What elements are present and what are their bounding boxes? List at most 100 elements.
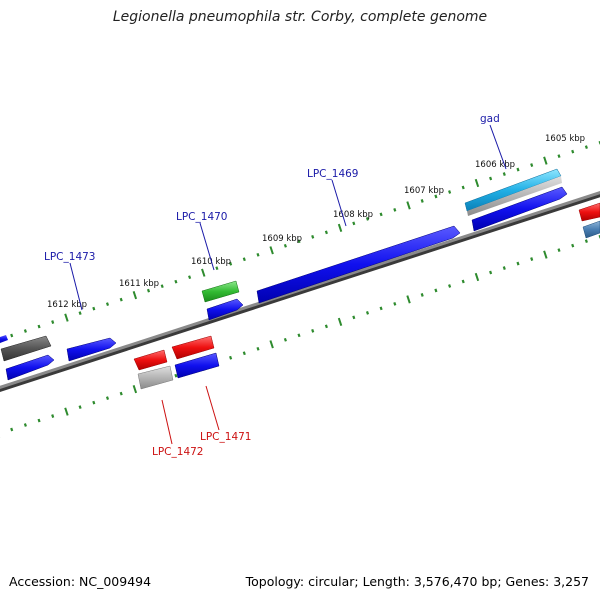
- gene-forward-blue[interactable]: [206, 298, 244, 321]
- leader-line: [489, 124, 507, 170]
- minor-tick: [584, 145, 588, 149]
- minor-tick: [448, 284, 452, 288]
- minor-tick: [311, 234, 315, 239]
- minor-tick: [393, 208, 397, 212]
- minor-tick: [571, 149, 575, 154]
- minor-tick: [489, 176, 493, 181]
- scale-label: 1609 kbp: [262, 234, 302, 244]
- gene-reverse-steel[interactable]: [582, 220, 600, 239]
- minor-tick: [502, 172, 506, 176]
- gene-LPC_1471[interactable]: [171, 335, 215, 360]
- gene-forward-blue[interactable]: [471, 186, 568, 232]
- major-tick: [543, 156, 548, 165]
- minor-tick: [283, 337, 287, 342]
- minor-tick: [530, 257, 534, 261]
- gene-LPC_1473[interactable]: [66, 337, 117, 362]
- major-tick: [543, 250, 548, 259]
- scale-label: 1611 kbp: [119, 279, 159, 289]
- minor-tick: [37, 324, 41, 329]
- minor-tick: [92, 400, 96, 405]
- minor-tick: [516, 261, 520, 266]
- gene-label-LPC_1473: LPC_1473: [44, 251, 96, 263]
- minor-tick: [78, 405, 82, 409]
- major-tick: [64, 313, 69, 322]
- scale-label: 1607 kbp: [404, 186, 444, 196]
- gene-reverse-blue[interactable]: [174, 352, 220, 379]
- scale-label: 1608 kbp: [333, 210, 373, 220]
- minor-tick: [283, 243, 287, 248]
- minor-tick: [256, 252, 260, 257]
- gene-gad-shadow: [467, 176, 562, 216]
- scale-label: 1605 kbp: [545, 134, 585, 144]
- major-tick: [474, 272, 480, 282]
- minor-tick: [146, 288, 151, 293]
- gene-LPC_1470[interactable]: [201, 280, 240, 303]
- minor-tick: [420, 199, 424, 203]
- minor-tick: [420, 293, 424, 297]
- minor-tick: [365, 311, 370, 315]
- minor-tick: [434, 194, 438, 199]
- minor-tick: [489, 270, 493, 275]
- minor-tick: [448, 190, 452, 194]
- minor-tick: [502, 266, 506, 270]
- minor-tick: [174, 279, 178, 284]
- minor-tick: [461, 279, 465, 284]
- minor-tick: [571, 243, 575, 248]
- minor-tick: [324, 324, 328, 329]
- minor-tick: [51, 320, 55, 324]
- minor-tick: [78, 311, 82, 315]
- minor-tick: [229, 355, 233, 360]
- major-tick: [406, 201, 411, 210]
- gene-label-LPC_1469: LPC_1469: [307, 168, 359, 180]
- gene-label-LPC_1472: LPC_1472: [152, 446, 204, 458]
- gene-reverse-red[interactable]: [578, 202, 600, 222]
- minor-tick: [105, 396, 110, 400]
- gene-forward-dark[interactable]: [0, 335, 52, 362]
- leader-line: [69, 262, 83, 311]
- minor-tick: [160, 284, 164, 289]
- minor-tick: [557, 154, 561, 158]
- major-tick: [201, 268, 206, 277]
- minor-tick: [23, 423, 27, 427]
- minor-tick: [10, 427, 14, 432]
- gene-forward-blue[interactable]: [5, 354, 55, 381]
- leader-line: [199, 222, 215, 271]
- minor-tick: [242, 351, 246, 356]
- gene-gad[interactable]: [464, 168, 562, 212]
- genome-backbone: [0, 191, 600, 389]
- gene-forward-blue[interactable]: [0, 335, 8, 343]
- minor-tick: [92, 306, 96, 311]
- outer-tick-marks: [0, 140, 600, 344]
- minor-tick: [530, 163, 534, 167]
- gene-label-LPC_1470: LPC_1470: [176, 211, 228, 223]
- minor-tick: [256, 346, 260, 351]
- minor-tick: [297, 239, 301, 244]
- gene-labels: gad LPC_1469 LPC_1470 LPC_1473 LPC_1471 …: [44, 113, 500, 458]
- minor-tick: [311, 328, 315, 333]
- minor-tick: [557, 248, 561, 252]
- major-tick: [132, 290, 138, 300]
- minor-tick: [434, 288, 438, 293]
- topology-text: Topology: circular; Length: 3,576,470 bp…: [245, 574, 589, 589]
- gene-LPC_1472[interactable]: [133, 349, 168, 371]
- minor-tick: [119, 391, 123, 396]
- minor-tick: [188, 275, 192, 280]
- leader-line: [331, 179, 347, 227]
- leader-line: [205, 385, 220, 431]
- label-leaders: [69, 124, 507, 445]
- minor-tick: [10, 333, 14, 338]
- major-tick: [406, 295, 411, 304]
- major-tick: [64, 407, 69, 416]
- minor-tick: [352, 315, 356, 320]
- major-tick: [474, 178, 480, 188]
- minor-tick: [393, 302, 397, 306]
- gene-reverse-grey[interactable]: [137, 365, 174, 390]
- minor-tick: [119, 297, 123, 302]
- minor-tick: [23, 329, 27, 333]
- gene-label-LPC_1471: LPC_1471: [200, 431, 252, 443]
- forward-strand-genes: [0, 168, 568, 381]
- minor-tick: [242, 257, 246, 262]
- gene-LPC_1469[interactable]: [256, 225, 461, 304]
- minor-tick: [461, 185, 465, 190]
